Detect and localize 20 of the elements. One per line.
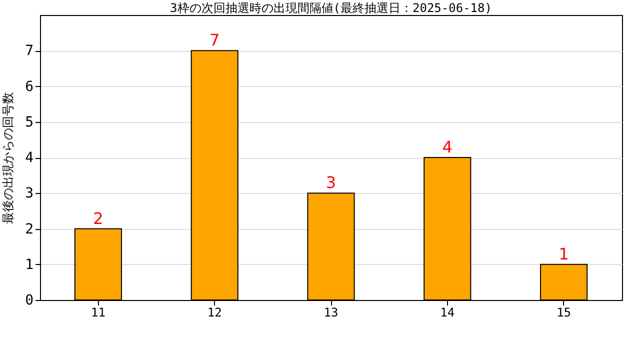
y-tick-label: 3	[25, 186, 34, 202]
y-tick-label: 1	[25, 256, 34, 273]
y-tick-label: 6	[25, 78, 34, 95]
x-tick-label: 12	[207, 306, 222, 320]
y-tick-label: 5	[25, 114, 34, 130]
y-tick-label: 0	[25, 292, 34, 308]
data-label: 2	[93, 208, 104, 228]
data-label: 4	[442, 138, 452, 156]
data-label: 7	[210, 30, 220, 50]
x-tick-label: 11	[90, 306, 106, 320]
data-label: 3	[326, 173, 336, 192]
y-tick-label: 2	[25, 221, 34, 238]
data-label: 1	[558, 244, 569, 264]
y-axis-title: 最後の出現からの回号数	[1, 92, 16, 224]
y-tick-label: 4	[25, 150, 34, 166]
x-tick-label: 15	[556, 306, 572, 320]
y-tick-label: 7	[25, 43, 34, 60]
chart-title: 3枠の次回抽選時の出現間隔値(最終抽選日：2025-06-18)	[170, 1, 492, 15]
x-tick-label: 13	[324, 306, 338, 320]
x-tick-label: 14	[440, 306, 455, 320]
